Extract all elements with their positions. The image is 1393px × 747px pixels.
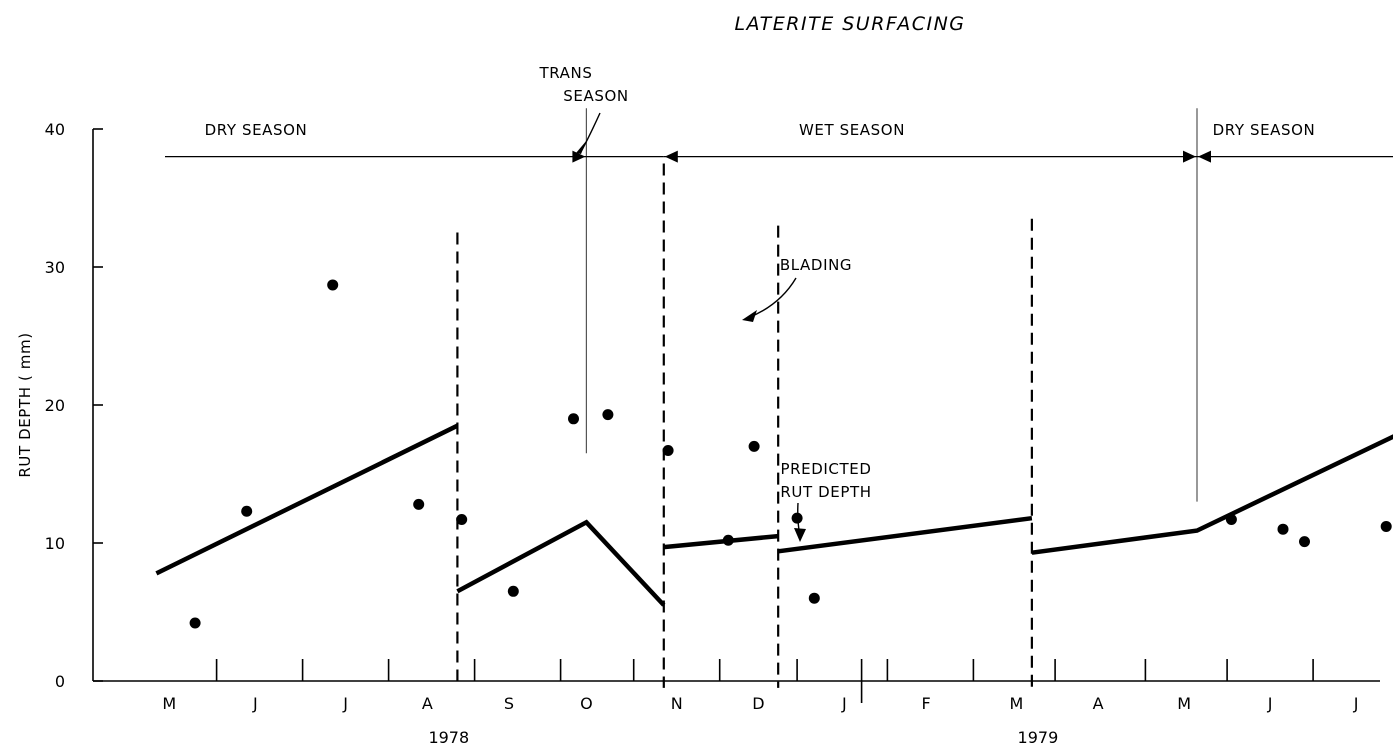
y-tick-label: 40 [45, 120, 65, 139]
trans-pointer-head [576, 140, 587, 154]
observed-point [189, 617, 201, 629]
season-label-wet: WET SEASON [799, 121, 905, 139]
tick-labels: 0 10 20 30 40 M J J A S O N D J F M A M J J 1978 1979 [45, 120, 1359, 747]
axes [92, 128, 1380, 703]
observed-point [1380, 520, 1392, 532]
observed-series [189, 279, 1392, 629]
season-arrowhead [1198, 150, 1211, 163]
blading-pointer-head [742, 310, 757, 322]
observed-point [241, 505, 253, 517]
x-tick-label: J [841, 694, 847, 713]
observed-point [1277, 523, 1289, 535]
observed-point [507, 585, 519, 597]
observed-point [327, 279, 339, 291]
x-tick-label: J [1353, 694, 1359, 713]
predicted-segment-1 [155, 423, 459, 576]
predicted-segment-3 [663, 533, 779, 550]
y-tick-label: 20 [45, 396, 65, 415]
observed-point [662, 445, 674, 457]
observed-point [456, 514, 468, 526]
predicted-segment-2 [456, 519, 666, 607]
season-annotations: DRY SEASON TRANS SEASON WET SEASON DRY S… [205, 64, 1316, 501]
predicted-pointer-head [794, 528, 806, 542]
x-tick-label: F [921, 694, 930, 713]
trans-label-line1: TRANS [539, 64, 593, 82]
x-tick-label: A [422, 694, 433, 713]
season-arrowhead [572, 150, 586, 163]
y-tick-label: 0 [55, 672, 65, 691]
x-tick-label: M [1177, 694, 1191, 713]
x-tick-label: N [671, 694, 683, 713]
observed-point [791, 512, 803, 524]
predicted-segment-5 [1031, 434, 1393, 555]
x-tick-label: O [580, 694, 593, 713]
trans-label-line2: SEASON [563, 87, 628, 105]
observed-point [602, 409, 614, 421]
year-label: 1978 [428, 728, 469, 747]
season-label-dry-1: DRY SEASON [205, 121, 308, 139]
guide-lines [165, 108, 1393, 688]
observed-point [1225, 514, 1237, 526]
predicted-label-line1: PREDICTED [781, 460, 872, 478]
predicted-label-line2: RUT DEPTH [780, 483, 871, 501]
x-tick-label: S [504, 694, 514, 713]
season-arrowhead [664, 150, 678, 163]
x-tick-label: M [162, 694, 176, 713]
y-tick-label: 30 [45, 258, 65, 277]
chart-title: LATERITE SURFACING [734, 13, 965, 35]
season-label-dry-2: DRY SEASON [1213, 121, 1316, 139]
blading-label: BLADING [780, 256, 852, 274]
observed-point [1299, 536, 1310, 548]
observed-point [568, 413, 579, 425]
observed-point [808, 592, 820, 604]
predicted-segment-4 [777, 515, 1033, 554]
x-tick-label: M [1009, 694, 1023, 713]
observed-point [748, 440, 760, 452]
x-tick-label: D [752, 694, 764, 713]
x-tick-label: A [1093, 694, 1104, 713]
observed-point [413, 498, 425, 510]
observed-point [722, 534, 734, 546]
x-tick-label: J [342, 694, 348, 713]
y-axis-label: RUT DEPTH ( mm) [16, 332, 34, 477]
x-tick-label: J [252, 694, 258, 713]
season-arrowhead [1183, 150, 1196, 163]
x-tick-label: J [1267, 694, 1273, 713]
y-tick-label: 10 [45, 534, 65, 553]
year-label: 1979 [1018, 728, 1059, 747]
predicted-series [155, 423, 1393, 607]
